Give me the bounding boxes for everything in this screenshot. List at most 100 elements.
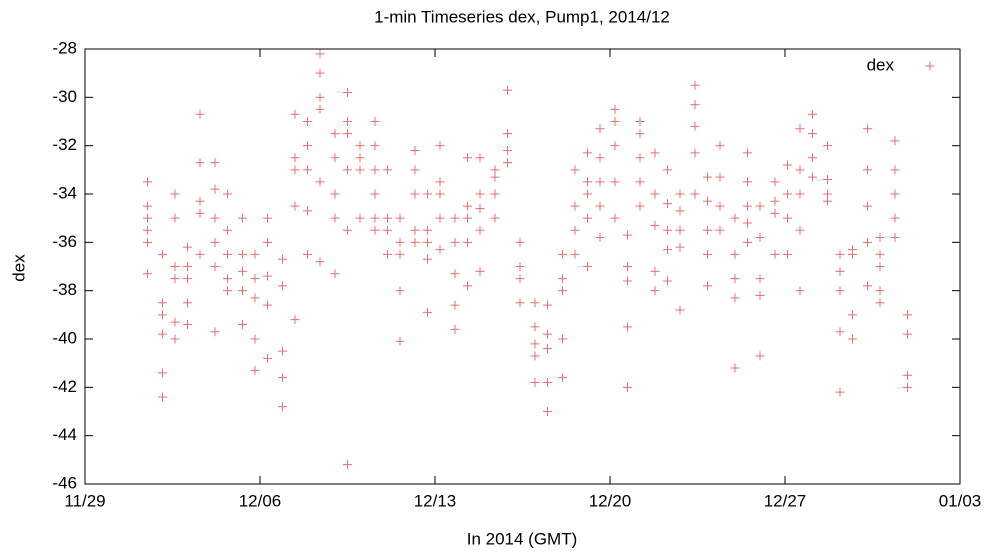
data-point (835, 266, 845, 276)
data-point (238, 286, 247, 296)
data-point (395, 336, 405, 346)
data-point (848, 334, 857, 344)
data-point (170, 262, 180, 271)
data-point (848, 249, 857, 259)
data-point (463, 213, 472, 223)
data-point (743, 177, 752, 187)
data-point (290, 315, 300, 325)
data-point (410, 225, 420, 235)
data-point (595, 124, 605, 134)
data-point (158, 298, 167, 308)
data-point (210, 213, 220, 223)
data-point (343, 225, 352, 235)
data-point (343, 129, 352, 139)
x-tick-label: 12/20 (589, 491, 632, 510)
data-point (355, 165, 365, 175)
data-point (290, 165, 300, 175)
data-point (355, 213, 365, 223)
data-point (903, 382, 912, 392)
data-point (315, 92, 325, 102)
data-point (583, 148, 592, 158)
data-point (315, 104, 325, 114)
data-point (703, 249, 712, 259)
data-point (210, 327, 220, 337)
data-point (450, 213, 460, 223)
data-point (570, 249, 580, 259)
x-axis-label: In 2014 (GMT) (467, 529, 578, 548)
data-point (410, 189, 420, 199)
data-point (410, 146, 420, 155)
data-point (290, 109, 300, 119)
data-point (183, 274, 192, 284)
data-point (315, 49, 325, 59)
data-point (770, 196, 780, 206)
data-point (703, 281, 712, 291)
data-point (410, 165, 420, 175)
data-point (675, 189, 685, 199)
data-point (890, 165, 900, 175)
data-point (210, 262, 220, 271)
data-point (770, 208, 780, 218)
data-point (303, 141, 312, 151)
data-point (595, 233, 605, 242)
data-point (463, 201, 472, 211)
data-point (263, 353, 272, 363)
data-point (158, 392, 167, 402)
data-point (238, 213, 247, 223)
data-point (343, 88, 352, 97)
data-point (890, 233, 900, 242)
x-tick-label: 12/27 (764, 491, 807, 510)
data-point (463, 237, 472, 247)
data-point (383, 225, 392, 235)
data-point (610, 213, 620, 223)
data-point (278, 346, 287, 356)
data-point (715, 201, 725, 211)
data-point (158, 249, 167, 259)
data-point (223, 274, 232, 284)
data-point (238, 249, 247, 259)
data-point (795, 189, 805, 199)
data-point (490, 213, 500, 223)
data-point (395, 213, 405, 223)
y-tick-label: -38 (52, 280, 77, 299)
data-point (423, 307, 432, 317)
legend-label: dex (867, 55, 895, 74)
data-point (395, 249, 405, 259)
data-point (635, 153, 645, 163)
data-point (795, 165, 805, 175)
data-point (423, 254, 432, 264)
data-point (278, 281, 287, 291)
data-point (610, 177, 620, 187)
x-tick-label: 12/06 (239, 491, 282, 510)
data-point (890, 136, 900, 146)
data-point (195, 208, 205, 218)
data-point (635, 201, 645, 211)
data-point (663, 199, 672, 209)
data-point (743, 201, 752, 211)
data-point (823, 196, 832, 206)
data-point (635, 177, 645, 187)
data-point (303, 165, 312, 175)
data-point (543, 378, 552, 387)
data-point (863, 201, 872, 211)
data-point (875, 298, 885, 308)
data-point (263, 213, 272, 223)
data-point (330, 213, 340, 223)
data-point (635, 129, 645, 139)
data-point (715, 172, 725, 182)
y-tick-label: -30 (52, 87, 77, 106)
data-point (543, 407, 552, 416)
y-tick-label: -44 (52, 425, 77, 444)
data-point (423, 189, 432, 199)
data-point (595, 177, 605, 187)
data-point (250, 334, 260, 344)
data-point (848, 310, 857, 320)
data-point (210, 184, 220, 194)
data-point (808, 109, 817, 119)
chart-title: 1-min Timeseries dex, Pump1, 2014/12 (374, 7, 670, 26)
data-point (795, 225, 805, 235)
data-point (583, 177, 592, 187)
data-point (623, 262, 632, 271)
data-point (743, 218, 752, 228)
